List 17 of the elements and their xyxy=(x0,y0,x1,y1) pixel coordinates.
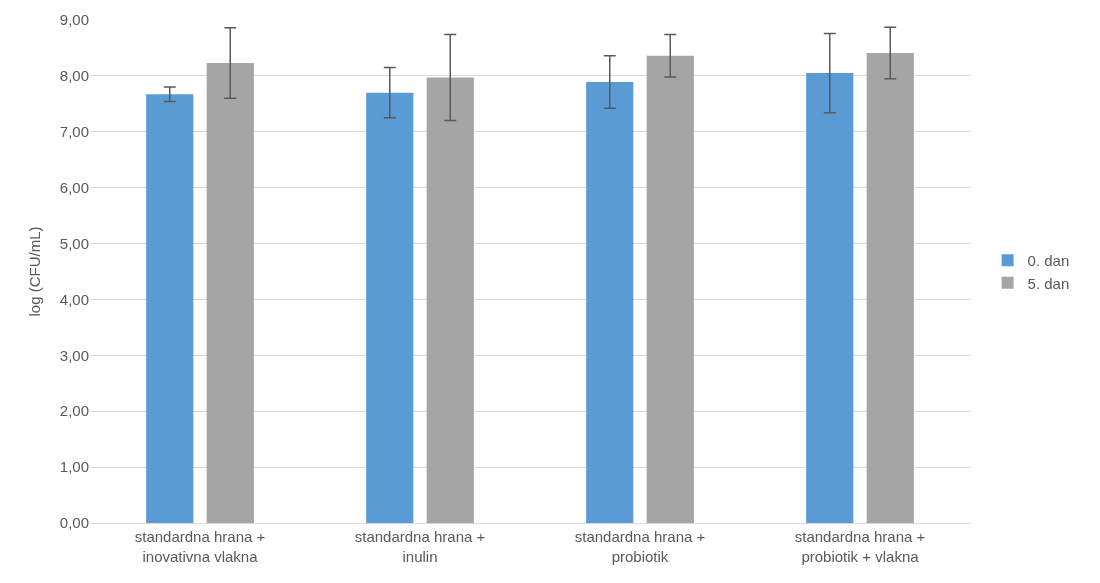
legend-label: 0. dan xyxy=(1027,252,1070,270)
y-tick-label: 2,00 xyxy=(59,402,89,420)
x-tick-label: standardna hrana + probiotik + vlakna xyxy=(794,528,926,565)
y-tick-label: 0,00 xyxy=(59,514,89,532)
y-tick-label: 1,00 xyxy=(59,458,89,476)
legend-label: 5. dan xyxy=(1027,274,1070,292)
x-tick-label: standardna hrana + probiotik xyxy=(574,528,706,565)
y-tick-label: 5,00 xyxy=(59,234,89,252)
x-tick-label: standardna hrana + inulin xyxy=(354,528,486,565)
y-tick-label: 6,00 xyxy=(59,178,89,196)
y-tick-label: 9,00 xyxy=(59,11,89,29)
y-axis-title: log (CFU/mL) xyxy=(26,226,44,317)
x-tick-label: standardna hrana + inovativna vlakna xyxy=(134,528,266,565)
y-tick-label: 8,00 xyxy=(59,67,89,85)
y-tick-label: 3,00 xyxy=(59,346,89,364)
y-tick-label: 4,00 xyxy=(59,290,89,308)
y-tick-label: 7,00 xyxy=(59,123,89,141)
